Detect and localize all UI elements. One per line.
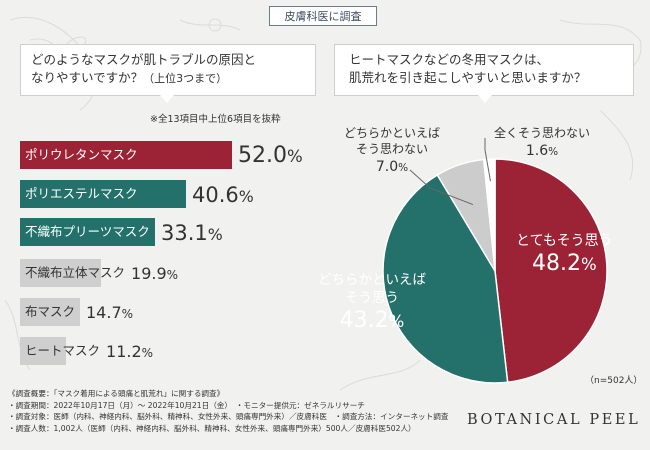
pie-slice-label: どちらかといえば そう思う 43.2% xyxy=(318,272,426,336)
pie-value-unit: % xyxy=(548,146,559,158)
bar xyxy=(20,298,80,326)
bar-chart-note: ※全13項目中上位6項目を抜粋 xyxy=(150,114,281,125)
bar-category-label: 不織布プリーツマスク xyxy=(25,224,150,239)
bar-category-label: ポリエステルマスク xyxy=(25,186,138,201)
bar-row: ポリウレタンマスク 52.0% xyxy=(20,141,320,169)
pie-category-label: どちらかといえば xyxy=(318,272,426,288)
bar-category-label: ポリウレタンマスク xyxy=(25,147,138,162)
pie-value-unit: % xyxy=(398,162,409,174)
pie-value-number: 1.6 xyxy=(525,143,549,159)
bar xyxy=(20,180,186,208)
left-question-suffix: （上位3つまで） xyxy=(143,72,228,85)
bar-value-number: 33.1 xyxy=(161,221,208,245)
pie-value-label: 48.2% xyxy=(516,250,613,279)
right-question-arrow xyxy=(478,95,492,103)
bar-row: ヒートマスク 11.2% xyxy=(20,337,320,365)
footer-line: ・調査対象：医師（内科、神経内科、脳外科、精神科、女性外来、頭痛専門外来）／皮膚… xyxy=(8,412,449,421)
footer-line: 《調査概要：「マスク着用による頭痛と肌荒れ」に関する調査》 xyxy=(8,389,225,398)
footer-line: ・調査人数：1,002人（医師（内科、神経内科、脳外科、精神科、女性外来、頭痛専… xyxy=(8,423,416,433)
pie-value-number: 7.0 xyxy=(375,159,399,175)
bar-value-number: 11.2 xyxy=(106,342,142,361)
pie-category-label: とてもそう思う xyxy=(516,233,613,249)
pie-value-label: 1.6% xyxy=(494,141,590,162)
bar-value-unit: % xyxy=(121,307,134,321)
pie-category-label: そう思わない xyxy=(356,142,429,156)
bar-value-unit: % xyxy=(238,187,254,206)
pie-category-label: どちらかといえば xyxy=(344,126,441,140)
right-question-box: ヒートマスクなどの冬用マスクは、 肌荒れを引き起こしやすいと思いますか？ xyxy=(334,44,634,96)
left-question-line2: なりやすいですか？（上位3つまで） xyxy=(31,69,305,88)
pie-value-label: 7.0% xyxy=(344,157,440,178)
bar-value-unit: % xyxy=(141,346,154,360)
pie-leader-line xyxy=(409,169,474,206)
bar xyxy=(20,218,155,246)
bar-value-number: 40.6 xyxy=(192,183,239,207)
bar xyxy=(20,259,101,287)
bar-row: ポリエステルマスク 40.6% xyxy=(20,180,320,208)
pie-value-unit: % xyxy=(388,312,405,331)
pie-slice-label: 全くそう思わない 1.6% xyxy=(494,125,590,162)
bar-value-label: 14.7% xyxy=(86,298,133,326)
brand-logo: BOTANICAL PEEL xyxy=(467,412,641,428)
pie-slice xyxy=(494,158,608,384)
survey-overview-footer: 《調査概要：「マスク着用による頭痛と肌荒れ」に関する調査》 ・調査期間：2022… xyxy=(8,388,458,434)
pie-value-number: 43.2 xyxy=(339,308,389,333)
left-question-line2-main: なりやすいですか？ xyxy=(31,70,144,85)
survey-header-tag: 皮膚科医に調査 xyxy=(269,6,377,26)
pie-slice xyxy=(382,173,509,384)
pie-slice xyxy=(482,158,496,272)
bar-category-label: 不織布立体マスク xyxy=(25,265,126,280)
pie-value-number: 48.2 xyxy=(531,251,581,276)
pie-slice-label: どちらかといえば そう思わない 7.0% xyxy=(344,125,440,178)
left-question-arrow xyxy=(160,95,174,103)
right-question-line1: ヒートマスクなどの冬用マスクは、 xyxy=(349,52,550,67)
pie-category-label: 全くそう思わない xyxy=(494,126,591,140)
right-question-line2: 肌荒れを引き起こしやすいと思いますか？ xyxy=(349,70,587,85)
bar-row: 不織布プリーツマスク 33.1% xyxy=(20,218,320,246)
pie-slice-label: とてもそう思う 48.2% xyxy=(516,232,613,279)
bar-row: 不織布立体マスク 19.9% xyxy=(20,259,320,287)
pie-category-label: そう思う xyxy=(345,289,399,306)
bar-value-unit: % xyxy=(207,225,223,244)
bar-value-unit: % xyxy=(166,268,179,282)
pie-value-label: 43.2% xyxy=(318,307,426,336)
bar xyxy=(20,141,232,169)
bar-value-number: 52.0 xyxy=(238,143,287,168)
bar-value-number: 14.7 xyxy=(86,303,122,322)
bar-value-label: 11.2% xyxy=(106,337,153,365)
bar-category-label: 布マスク xyxy=(25,304,76,319)
pie-leader-line xyxy=(484,138,491,182)
bar-category-label: ヒートマスク xyxy=(25,343,101,358)
footer-line: ・調査期間：2022年10月17日（月）～ 2022年10月21日（金） ・モニ… xyxy=(8,400,365,410)
bar-value-label: 19.9% xyxy=(131,259,178,287)
bar-value-unit: % xyxy=(286,147,303,166)
bar-value-label: 40.6% xyxy=(192,180,254,208)
bar-value-label: 52.0% xyxy=(238,141,303,169)
bar-row: 布マスク 14.7% xyxy=(20,298,320,326)
bar-value-number: 19.9 xyxy=(131,264,167,283)
left-question-line1: どのようなマスクが肌トラブルの原因と xyxy=(31,52,257,67)
bar xyxy=(20,337,66,365)
sample-size-note: （n=502人） xyxy=(585,376,643,386)
bar-value-label: 33.1% xyxy=(161,218,223,246)
pie-value-unit: % xyxy=(580,255,597,274)
